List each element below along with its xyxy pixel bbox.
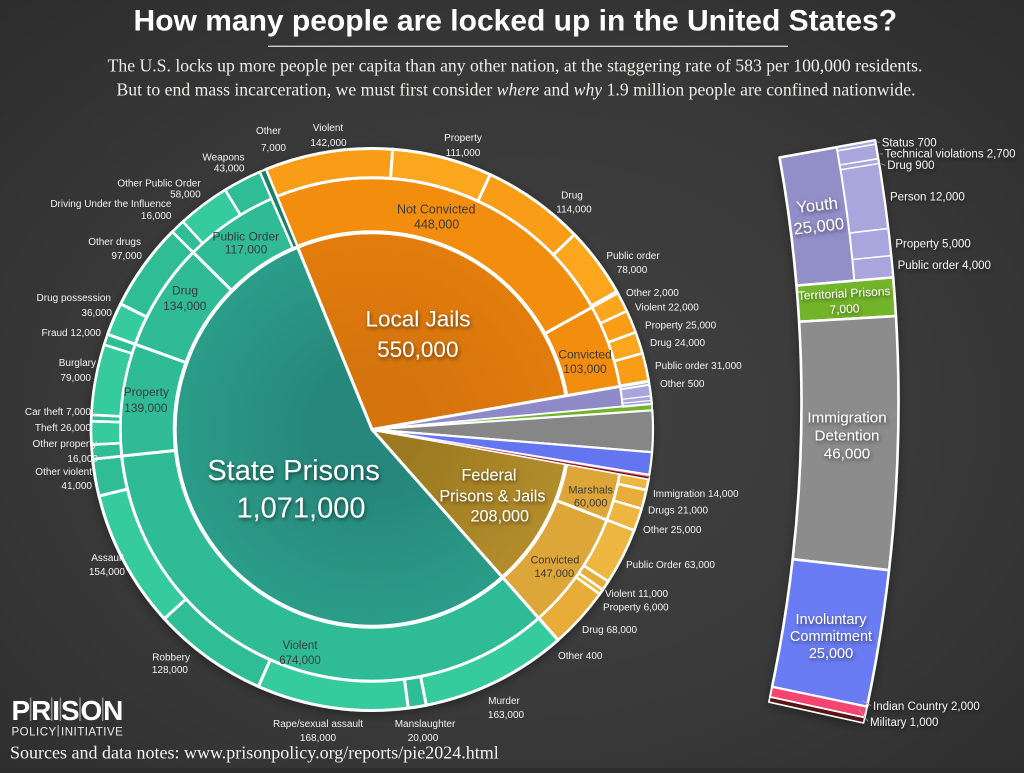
svg-text:Public order: Public order [606, 251, 660, 262]
svg-text:Person 12,000: Person 12,000 [890, 191, 965, 203]
svg-text:36,000: 36,000 [81, 308, 112, 319]
svg-text:Other 400: Other 400 [558, 651, 603, 662]
svg-text:Other: Other [256, 126, 282, 137]
svg-text:Violent 11,000: Violent 11,000 [605, 589, 668, 600]
svg-text:Immigration 14,000: Immigration 14,000 [653, 489, 739, 500]
svg-text:Burglary: Burglary [59, 358, 96, 369]
svg-text:Detention: Detention [814, 428, 879, 445]
svg-text:550,000: 550,000 [377, 337, 458, 362]
svg-text:Other violent: Other violent [35, 467, 92, 478]
svg-text:Immigration: Immigration [807, 410, 886, 427]
svg-text:Technical violations 2,700: Technical violations 2,700 [885, 149, 1016, 161]
svg-text:208,000: 208,000 [471, 508, 530, 526]
svg-text:Prisons & Jails: Prisons & Jails [439, 488, 545, 506]
svg-text:674,000: 674,000 [279, 655, 321, 667]
svg-text:Drug possession: Drug possession [37, 293, 111, 304]
svg-text:Property 5,000: Property 5,000 [895, 239, 970, 251]
svg-text:43,000: 43,000 [214, 163, 245, 174]
svg-text:State Prisons: State Prisons [207, 455, 379, 487]
svg-text:111,000: 111,000 [446, 148, 481, 159]
svg-text:Other drugs: Other drugs [88, 237, 141, 248]
svg-text:Not Convicted: Not Convicted [397, 203, 476, 217]
svg-text:Manslaughter: Manslaughter [395, 719, 456, 730]
svg-text:Weapons: Weapons [202, 153, 244, 164]
svg-text:Robbery: Robbery [152, 653, 190, 664]
svg-text:Other 500: Other 500 [660, 379, 705, 390]
svg-text:Commitment: Commitment [790, 629, 872, 645]
svg-text:46,000: 46,000 [824, 446, 870, 463]
svg-text:60,000: 60,000 [574, 498, 608, 510]
svg-text:INITIATIVE: INITIATIVE [61, 727, 123, 739]
svg-text:78,000: 78,000 [617, 265, 648, 276]
svg-text:Car theft 7,000: Car theft 7,000 [25, 407, 92, 418]
svg-text:Violent: Violent [313, 123, 344, 134]
svg-text:Drug 24,000: Drug 24,000 [650, 338, 705, 349]
svg-text:Drugs 21,000: Drugs 21,000 [648, 506, 708, 517]
svg-text:Property 25,000: Property 25,000 [645, 321, 717, 332]
svg-text:Property 6,000: Property 6,000 [603, 603, 669, 614]
svg-text:Federal: Federal [462, 467, 517, 485]
svg-text:7,000: 7,000 [261, 143, 286, 154]
svg-text:147,000: 147,000 [534, 568, 574, 580]
svg-text:Theft 26,000: Theft 26,000 [35, 423, 92, 434]
svg-text:1,071,000: 1,071,000 [236, 493, 365, 525]
svg-text:142,000: 142,000 [310, 138, 347, 149]
svg-text:448,000: 448,000 [414, 217, 459, 231]
svg-text:POLICY: POLICY [12, 727, 57, 739]
svg-text:Indian Country 2,000: Indian Country 2,000 [873, 701, 980, 713]
svg-text:PRISON: PRISON [12, 695, 125, 726]
svg-text:Other 2,000: Other 2,000 [626, 288, 679, 299]
svg-text:Other property: Other property [33, 439, 97, 450]
svg-text:Property: Property [444, 133, 482, 144]
svg-text:Public Order: Public Order [212, 229, 279, 243]
svg-text:58,000: 58,000 [170, 190, 201, 201]
svg-text:79,000: 79,000 [60, 373, 91, 384]
svg-text:114,000: 114,000 [556, 205, 592, 216]
svg-text:16,000: 16,000 [67, 454, 98, 465]
svg-text:7,000: 7,000 [829, 301, 860, 317]
svg-text:134,000: 134,000 [163, 299, 207, 313]
svg-text:Fraud 12,000: Fraud 12,000 [42, 328, 102, 339]
svg-text:Drug 68,000: Drug 68,000 [582, 625, 637, 636]
svg-text:Other 25,000: Other 25,000 [643, 525, 702, 536]
svg-text:163,000: 163,000 [488, 710, 525, 721]
svg-text:154,000: 154,000 [89, 567, 126, 578]
svg-text:Violent 22,000: Violent 22,000 [635, 303, 699, 314]
svg-text:Drug 900: Drug 900 [887, 160, 934, 172]
svg-text:Involuntary: Involuntary [796, 612, 868, 628]
svg-text:The U.S. locks up more people: The U.S. locks up more people per capita… [108, 56, 923, 76]
svg-text:Public order 31,000: Public order 31,000 [655, 361, 742, 372]
svg-text:Property: Property [124, 385, 169, 399]
svg-text:Rape/sexual assault: Rape/sexual assault [273, 719, 363, 730]
svg-text:Violent: Violent [283, 640, 319, 652]
svg-text:16,000: 16,000 [141, 211, 172, 222]
svg-text:Local Jails: Local Jails [365, 307, 470, 332]
svg-text:Assault: Assault [91, 553, 124, 564]
svg-text:139,000: 139,000 [124, 401, 168, 415]
svg-text:Drug: Drug [561, 191, 583, 202]
svg-text:Drug: Drug [172, 284, 198, 298]
svg-text:103,000: 103,000 [563, 362, 607, 376]
svg-text:Marshals: Marshals [568, 484, 613, 496]
svg-text:Status 700: Status 700 [882, 137, 937, 149]
svg-text:Driving Under the Influence: Driving Under the Influence [50, 199, 172, 210]
svg-text:Convicted: Convicted [558, 348, 611, 362]
svg-text:25,000: 25,000 [809, 646, 853, 662]
svg-text:Public order 4,000: Public order 4,000 [898, 260, 991, 272]
svg-text:97,000: 97,000 [111, 251, 142, 262]
svg-text:Public Order 63,000: Public Order 63,000 [626, 560, 715, 571]
svg-text:Military 1,000: Military 1,000 [870, 717, 938, 729]
svg-text:Convicted: Convicted [530, 555, 579, 567]
svg-text:How many people are locked up: How many people are locked up in the Uni… [134, 5, 897, 38]
svg-text:Sources and data notes: www.pr: Sources and data notes: www.prisonpolicy… [10, 743, 499, 763]
svg-text:117,000: 117,000 [225, 243, 268, 257]
svg-text:Murder: Murder [488, 696, 520, 707]
svg-text:128,000: 128,000 [152, 665, 189, 676]
svg-text:41,000: 41,000 [61, 481, 92, 492]
svg-text:Other Public Order: Other Public Order [117, 178, 201, 189]
svg-text:But to end mass incarceration,: But to end mass incarceration, we must f… [116, 80, 915, 100]
